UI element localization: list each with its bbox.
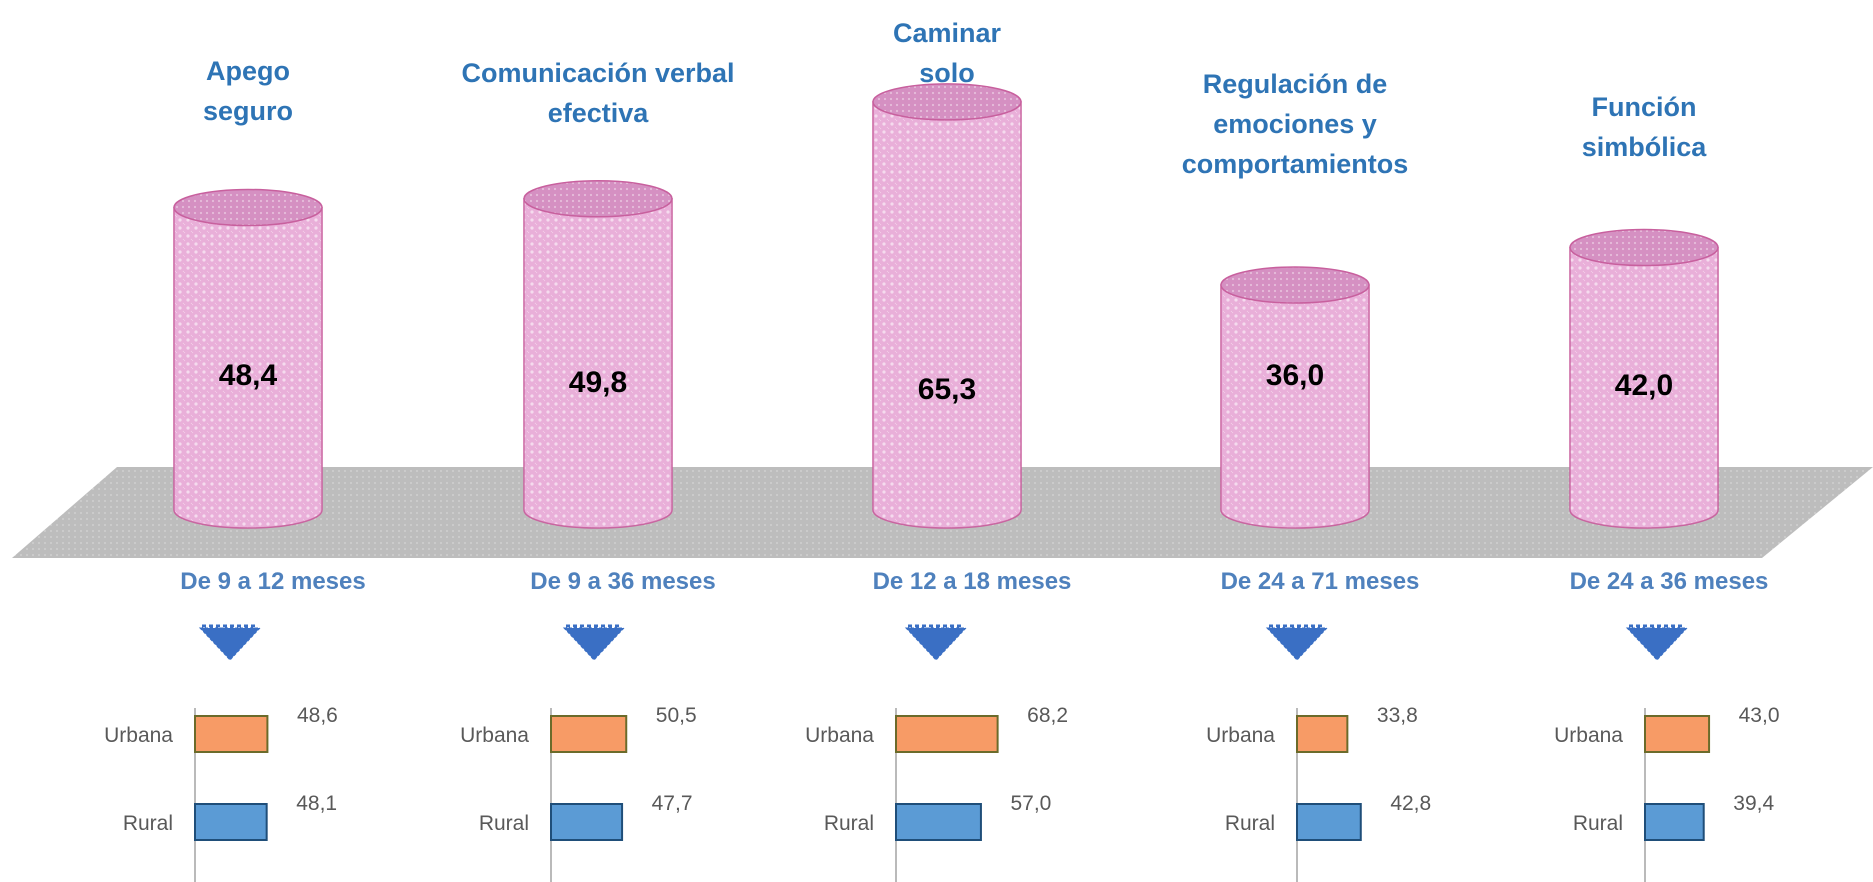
category-title-line: emociones y — [1213, 109, 1377, 139]
bar-rural — [1296, 803, 1362, 841]
mini-value-label: 50,5 — [656, 704, 697, 727]
area-breakdown-chart: Urbana 33,8 Rural 42,8 — [1206, 704, 1431, 882]
bar-urbana — [895, 715, 999, 753]
down-arrow-icon — [562, 624, 626, 661]
cylinder-shade — [1570, 247, 1718, 528]
mini-value-label: 39,4 — [1733, 792, 1774, 815]
down-arrow-icon — [904, 624, 968, 661]
mini-category-label: Rural — [1573, 812, 1623, 835]
bar-value-label: 48,4 — [219, 359, 278, 392]
mini-category-label: Rural — [479, 812, 529, 835]
cylinder-body — [523, 198, 673, 529]
mini-value-label: 48,6 — [297, 704, 338, 727]
age-range-label: De 24 a 36 meses — [1570, 568, 1769, 595]
mini-value-label: 43,0 — [1739, 704, 1780, 727]
category-title-line: efectiva — [548, 98, 650, 128]
cylinder-top — [1220, 266, 1370, 304]
category-title: Regulación de emociones y comportamientos — [1182, 69, 1409, 179]
mini-category-label: Urbana — [1554, 724, 1623, 747]
area-breakdown-chart: Urbana 68,2 Rural 57,0 — [805, 704, 1068, 882]
bar-urbana — [1644, 715, 1711, 753]
cylinder-bar: 49,8 — [523, 180, 673, 529]
category-title-line: Caminar — [893, 18, 1002, 48]
down-arrows — [198, 624, 1689, 661]
cylinder-bar: 36,0 — [1220, 266, 1370, 529]
cylinder-bar: 65,3 — [872, 83, 1022, 529]
down-arrow-icon — [1265, 624, 1329, 661]
mini-value-label: 68,2 — [1027, 704, 1068, 727]
age-range-label: De 12 a 18 meses — [873, 568, 1072, 595]
mini-category-label: Urbana — [104, 724, 173, 747]
area-breakdown-chart: Urbana 50,5 Rural 47,7 — [460, 704, 697, 882]
cylinder-top — [173, 188, 323, 227]
mini-category-label: Urbana — [805, 724, 874, 747]
cylinder-body — [1569, 246, 1719, 529]
age-range-labels: De 9 a 12 meses De 9 a 36 meses De 12 a 18… — [180, 568, 1768, 595]
category-title: Caminar solo — [893, 18, 1002, 88]
cylinder-top — [523, 180, 673, 218]
cylinder-shade — [524, 198, 672, 528]
category-title: Comunicación verbal efectiva — [461, 58, 734, 128]
cylinder-bar: 48,4 — [173, 188, 323, 529]
cylinder-shade — [1221, 285, 1369, 528]
bar-value-label: 65,3 — [918, 373, 976, 406]
main-cylinder-chart: 48,4 49,8 65,3 36,0 42,0 — [173, 83, 1719, 529]
mini-value-label: 47,7 — [652, 792, 693, 815]
bar-value-label: 36,0 — [1266, 359, 1324, 392]
mini-category-label: Rural — [123, 812, 173, 835]
bar-rural — [895, 803, 982, 841]
category-title-line: comportamientos — [1182, 149, 1409, 179]
cylinder-top — [1569, 228, 1719, 267]
age-range-label: De 9 a 36 meses — [530, 568, 715, 595]
area-breakdown-chart: Urbana 48,6 Rural 48,1 — [104, 704, 338, 882]
area-breakdown-chart: Urbana 43,0 Rural 39,4 — [1554, 704, 1780, 882]
bar-urbana — [194, 715, 269, 753]
cylinder-shade — [873, 101, 1021, 528]
mini-category-label: Rural — [824, 812, 874, 835]
category-title: Función simbólica — [1582, 92, 1708, 162]
mini-value-label: 33,8 — [1377, 704, 1418, 727]
cylinder-body — [872, 101, 1022, 529]
cylinder-top — [872, 83, 1022, 121]
mini-value-label: 42,8 — [1390, 792, 1431, 815]
mini-category-label: Rural — [1225, 812, 1275, 835]
area-breakdown-charts: Urbana48,6Rural48,1Urbana50,5Rural47,7Ur… — [104, 704, 1780, 882]
down-arrow-icon — [1625, 624, 1689, 661]
category-title: Apego seguro — [203, 56, 293, 126]
cylinder-bar: 42,0 — [1569, 228, 1719, 529]
mini-value-label: 57,0 — [1010, 792, 1051, 815]
age-range-label: De 24 a 71 meses — [1221, 568, 1420, 595]
cylinder-shade — [174, 207, 322, 528]
category-title-line: Comunicación verbal — [461, 58, 734, 88]
category-title-line: Regulación de — [1203, 69, 1388, 99]
mini-category-label: Urbana — [460, 724, 529, 747]
bar-urbana — [550, 715, 628, 753]
category-title-line: simbólica — [1582, 132, 1708, 162]
bar-value-label: 49,8 — [569, 366, 627, 399]
down-arrow-icon — [198, 624, 262, 661]
cylinder-body — [173, 206, 323, 529]
mini-value-label: 48,1 — [296, 792, 337, 815]
age-range-label: De 9 a 12 meses — [180, 568, 365, 595]
category-title-line: Función — [1592, 92, 1697, 122]
bar-rural — [550, 803, 624, 841]
category-titles: Apego seguro Comunicación verbal efectiva Ca… — [203, 18, 1707, 179]
bar-value-label: 42,0 — [1615, 369, 1673, 402]
mini-category-label: Urbana — [1206, 724, 1275, 747]
bar-rural — [194, 803, 268, 841]
cylinder-body — [1220, 284, 1370, 529]
category-title-line: seguro — [203, 96, 293, 126]
bar-urbana — [1296, 715, 1349, 753]
category-title-line: Apego — [206, 56, 290, 86]
category-title-line: solo — [919, 58, 975, 88]
bar-rural — [1644, 803, 1705, 841]
